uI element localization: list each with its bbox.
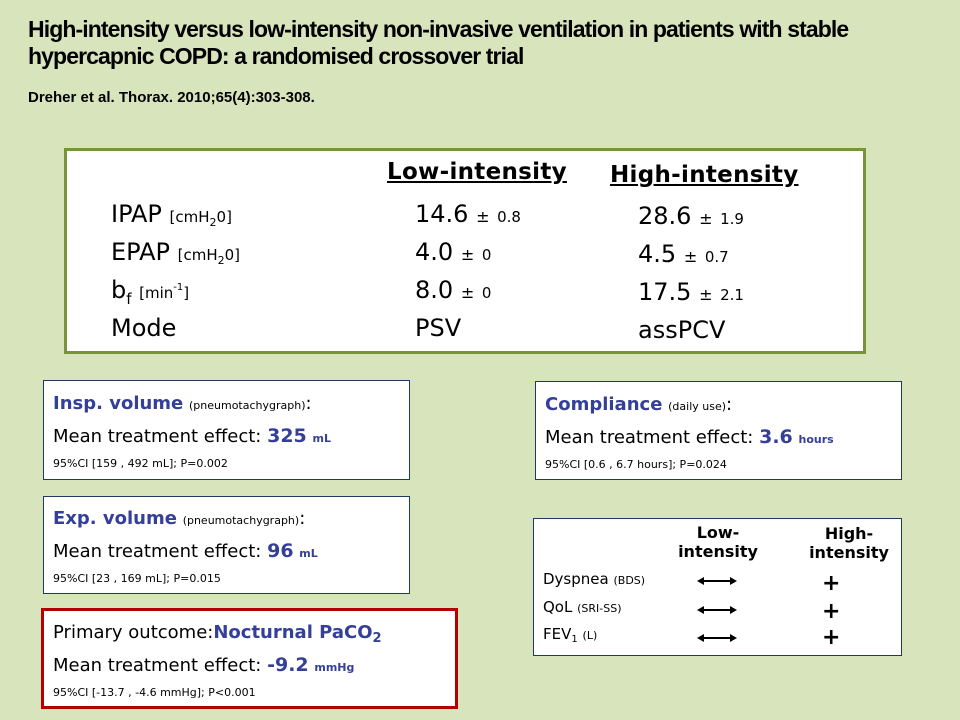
insp-volume-effect: Mean treatment effect: 325 mL (53, 425, 331, 447)
qol-improved-mark: + (822, 599, 841, 624)
insp-volume-header: Insp. volume (pneumotachygraph): (53, 393, 312, 414)
compliance-effect: Mean treatment effect: 3.6 hours (545, 426, 834, 448)
compliance-header: Compliance (daily use): (545, 394, 733, 415)
mode-high-value: assPCV (638, 316, 726, 344)
no-change-double-arrow-icon (697, 634, 737, 642)
ipap-low-value: 14.6 ± 0.8 (415, 200, 521, 228)
bf-high-value: 17.5 ± 2.1 (638, 278, 744, 306)
epap-low-value: 4.0 ± 0 (415, 238, 492, 266)
citation: Dreher et al. Thorax. 2010;65(4):303-308… (28, 89, 315, 106)
primary-outcome-effect: Mean treatment effect: -9.2 mmHg (53, 654, 355, 676)
bf-low-value: 8.0 ± 0 (415, 276, 492, 304)
no-change-double-arrow-icon (697, 606, 737, 614)
outcome-row-fev1: FEV1 (L) (543, 625, 598, 645)
primary-outcome-ci: 95%CI [-13.7 , -4.6 mmHg]; P<0.001 (53, 686, 256, 699)
exp-volume-effect: Mean treatment effect: 96 mL (53, 540, 318, 562)
param-label: IPAP (111, 200, 162, 228)
param-epap: EPAP [cmH20] (111, 238, 241, 267)
param-ipap: IPAP [cmH20] (111, 200, 232, 229)
slide-title: High-intensity versus low-intensity non-… (28, 16, 849, 69)
secondary-outcomes-table: Low-intensity High-intensity Dyspnea (BD… (533, 518, 902, 656)
param-unit: [min-1] (139, 282, 190, 302)
outcomes-col-low: Low-intensity (678, 523, 758, 561)
epap-high-value: 4.5 ± 0.7 (638, 240, 729, 268)
col-header-low: Low-intensity (387, 159, 567, 185)
param-mode: Mode (111, 314, 177, 342)
insp-volume-box: Insp. volume (pneumotachygraph): Mean tr… (43, 380, 410, 480)
insp-volume-ci: 95%CI [159 , 492 mL]; P=0.002 (53, 457, 228, 470)
no-change-double-arrow-icon (697, 577, 737, 585)
outcome-row-qol: QoL (SRI-SS) (543, 598, 622, 616)
param-label: b (111, 276, 127, 304)
dyspnea-improved-mark: + (822, 571, 841, 596)
ipap-high-value: 28.6 ± 1.9 (638, 202, 744, 230)
primary-outcome-header: Primary outcome:Nocturnal PaCO2 (53, 622, 382, 646)
mode-low-value: PSV (415, 314, 462, 342)
exp-volume-box: Exp. volume (pneumotachygraph): Mean tre… (43, 496, 410, 594)
outcomes-col-high: High-intensity (809, 524, 889, 562)
col-header-high: High-intensity (610, 162, 799, 188)
primary-outcome-box: Primary outcome:Nocturnal PaCO2 Mean tre… (41, 608, 458, 709)
compliance-ci: 95%CI [0.6 , 6.7 hours]; P=0.024 (545, 458, 727, 471)
outcome-row-dyspnea: Dyspnea (BDS) (543, 570, 646, 588)
compliance-box: Compliance (daily use): Mean treatment e… (535, 381, 902, 480)
settings-table: Low-intensity High-intensity IPAP [cmH20… (64, 148, 866, 354)
param-unit: [cmH20] (169, 208, 232, 229)
param-unit: [cmH20] (177, 246, 241, 267)
param-label: EPAP (111, 238, 170, 266)
exp-volume-ci: 95%CI [23 , 169 mL]; P=0.015 (53, 572, 221, 585)
exp-volume-header: Exp. volume (pneumotachygraph): (53, 508, 306, 529)
fev1-improved-mark: + (822, 625, 841, 650)
param-bf: bf [min-1] (111, 276, 190, 308)
